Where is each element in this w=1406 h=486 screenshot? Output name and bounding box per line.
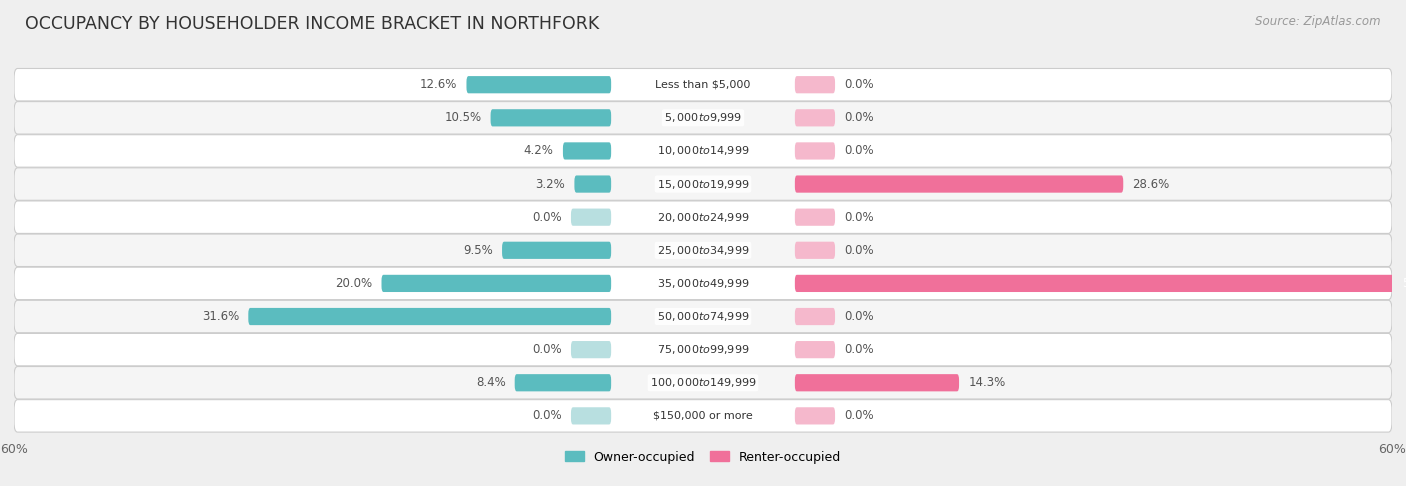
Text: 12.6%: 12.6%: [420, 78, 457, 91]
FancyBboxPatch shape: [575, 175, 612, 192]
Text: 0.0%: 0.0%: [844, 409, 875, 422]
FancyBboxPatch shape: [14, 300, 1392, 333]
FancyBboxPatch shape: [14, 333, 1392, 366]
Text: $25,000 to $34,999: $25,000 to $34,999: [657, 244, 749, 257]
Legend: Owner-occupied, Renter-occupied: Owner-occupied, Renter-occupied: [560, 446, 846, 469]
Text: $50,000 to $74,999: $50,000 to $74,999: [657, 310, 749, 323]
Text: 0.0%: 0.0%: [531, 409, 562, 422]
FancyBboxPatch shape: [491, 109, 612, 126]
Text: 4.2%: 4.2%: [524, 144, 554, 157]
Text: 57.1%: 57.1%: [1402, 277, 1406, 290]
Text: $75,000 to $99,999: $75,000 to $99,999: [657, 343, 749, 356]
Text: 14.3%: 14.3%: [969, 376, 1005, 389]
Text: $5,000 to $9,999: $5,000 to $9,999: [664, 111, 742, 124]
Text: 9.5%: 9.5%: [463, 244, 494, 257]
Text: 0.0%: 0.0%: [844, 78, 875, 91]
FancyBboxPatch shape: [571, 407, 612, 424]
Text: $20,000 to $24,999: $20,000 to $24,999: [657, 210, 749, 224]
FancyBboxPatch shape: [562, 142, 612, 159]
Text: 10.5%: 10.5%: [444, 111, 481, 124]
FancyBboxPatch shape: [14, 366, 1392, 399]
Text: 0.0%: 0.0%: [531, 210, 562, 224]
FancyBboxPatch shape: [14, 267, 1392, 300]
Text: 0.0%: 0.0%: [844, 343, 875, 356]
FancyBboxPatch shape: [794, 341, 835, 358]
Text: Source: ZipAtlas.com: Source: ZipAtlas.com: [1256, 15, 1381, 28]
FancyBboxPatch shape: [249, 308, 612, 325]
FancyBboxPatch shape: [794, 76, 835, 93]
FancyBboxPatch shape: [794, 308, 835, 325]
FancyBboxPatch shape: [14, 168, 1392, 200]
Text: $150,000 or more: $150,000 or more: [654, 411, 752, 421]
FancyBboxPatch shape: [467, 76, 612, 93]
FancyBboxPatch shape: [14, 399, 1392, 432]
Text: 8.4%: 8.4%: [475, 376, 506, 389]
FancyBboxPatch shape: [794, 109, 835, 126]
Text: $10,000 to $14,999: $10,000 to $14,999: [657, 144, 749, 157]
FancyBboxPatch shape: [14, 135, 1392, 167]
FancyBboxPatch shape: [794, 407, 835, 424]
FancyBboxPatch shape: [502, 242, 612, 259]
FancyBboxPatch shape: [515, 374, 612, 391]
Text: OCCUPANCY BY HOUSEHOLDER INCOME BRACKET IN NORTHFORK: OCCUPANCY BY HOUSEHOLDER INCOME BRACKET …: [25, 15, 599, 33]
FancyBboxPatch shape: [794, 242, 835, 259]
Text: 28.6%: 28.6%: [1132, 177, 1170, 191]
Text: $100,000 to $149,999: $100,000 to $149,999: [650, 376, 756, 389]
FancyBboxPatch shape: [571, 208, 612, 226]
Text: 3.2%: 3.2%: [536, 177, 565, 191]
FancyBboxPatch shape: [14, 234, 1392, 266]
FancyBboxPatch shape: [381, 275, 612, 292]
FancyBboxPatch shape: [571, 341, 612, 358]
FancyBboxPatch shape: [794, 142, 835, 159]
FancyBboxPatch shape: [794, 175, 1123, 192]
Text: 0.0%: 0.0%: [844, 310, 875, 323]
FancyBboxPatch shape: [794, 208, 835, 226]
Text: Less than $5,000: Less than $5,000: [655, 80, 751, 90]
FancyBboxPatch shape: [14, 69, 1392, 101]
Text: 0.0%: 0.0%: [844, 244, 875, 257]
Text: 0.0%: 0.0%: [844, 111, 875, 124]
FancyBboxPatch shape: [14, 201, 1392, 233]
Text: 0.0%: 0.0%: [531, 343, 562, 356]
FancyBboxPatch shape: [794, 374, 959, 391]
FancyBboxPatch shape: [14, 102, 1392, 134]
Text: 31.6%: 31.6%: [202, 310, 239, 323]
Text: 0.0%: 0.0%: [844, 210, 875, 224]
Text: 20.0%: 20.0%: [335, 277, 373, 290]
Text: $15,000 to $19,999: $15,000 to $19,999: [657, 177, 749, 191]
Text: 0.0%: 0.0%: [844, 144, 875, 157]
FancyBboxPatch shape: [794, 275, 1406, 292]
Text: $35,000 to $49,999: $35,000 to $49,999: [657, 277, 749, 290]
